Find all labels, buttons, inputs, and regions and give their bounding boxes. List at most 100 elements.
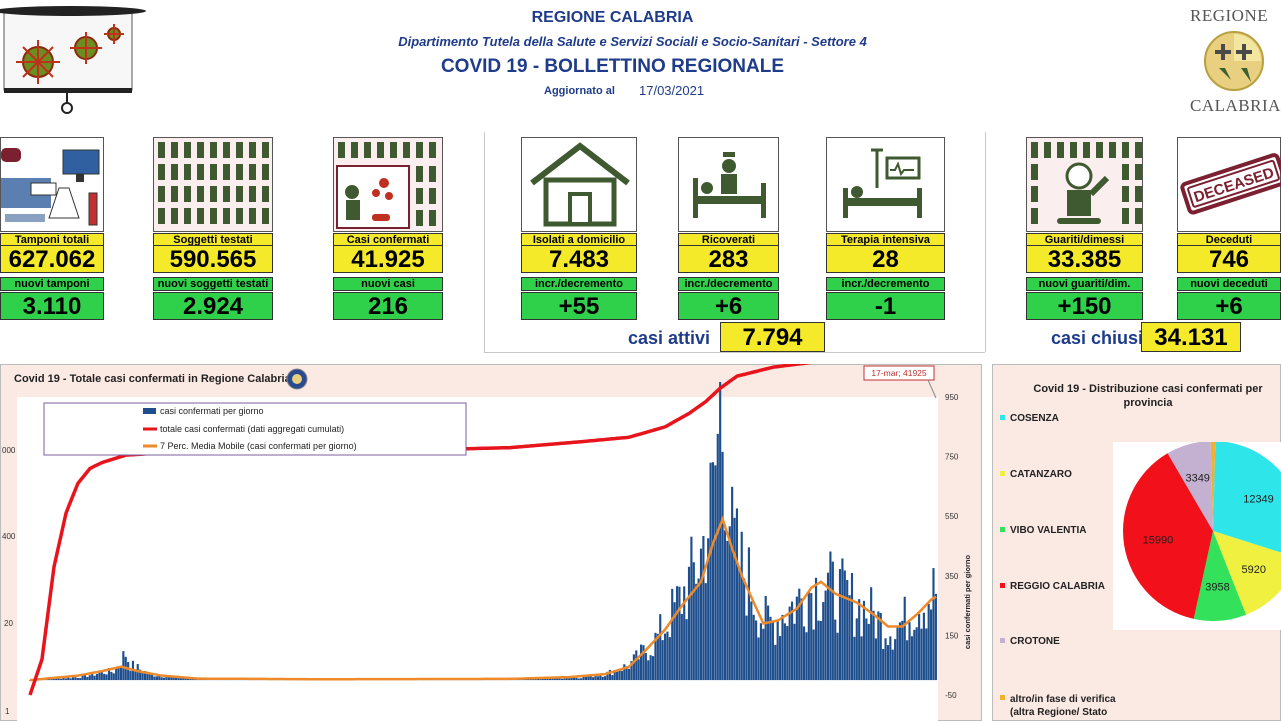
pie-slice — [1193, 531, 1247, 621]
daily-cases-bar — [807, 591, 810, 681]
daily-cases-bar — [850, 572, 854, 681]
daily-cases-bar — [836, 632, 839, 681]
daily-cases-bar — [699, 548, 703, 681]
daily-cases-bar — [604, 676, 607, 681]
daily-cases-bar — [143, 670, 147, 681]
casi-chiusi-value: 34.131 — [1141, 322, 1241, 352]
right-axis-tick: 750 — [945, 453, 959, 462]
daily-cases-bar — [563, 678, 566, 681]
daily-cases-bar — [824, 590, 827, 681]
daily-cases-bar — [577, 678, 580, 681]
cases-chart-title: Covid 19 - Totale casi confermati in Reg… — [14, 373, 291, 385]
daily-cases-bar — [551, 678, 554, 681]
legend-label-reggio: REGGIO CALABRIA — [1010, 581, 1105, 592]
daily-cases-bar — [141, 672, 144, 681]
daily-cases-bar — [721, 451, 724, 681]
daily-cases-bar — [908, 622, 911, 681]
daily-cases-bar — [903, 596, 906, 681]
daily-cases-bar — [606, 671, 609, 681]
daily-cases-bar — [57, 678, 60, 681]
daily-cases-bar — [755, 620, 758, 681]
daily-cases-bar — [790, 601, 794, 681]
daily-cases-bar — [898, 622, 902, 681]
pie-slice — [1213, 531, 1281, 615]
daily-cases-bar — [918, 613, 921, 681]
bulletin-title: COVID 19 - BOLLETTINO REGIONALE — [440, 56, 785, 77]
daily-cases-bar — [611, 675, 614, 681]
daily-cases-bar — [683, 586, 686, 681]
daily-cases-bar — [100, 671, 103, 681]
daily-cases-bar — [163, 677, 166, 681]
daily-cases-bar — [580, 678, 583, 681]
daily-cases-bar — [738, 569, 741, 681]
daily-cases-bar — [750, 601, 753, 681]
legend-label-cosenza: COSENZA — [1010, 413, 1059, 424]
daily-cases-bar — [107, 668, 111, 681]
daily-cases-bar — [616, 671, 619, 681]
daily-cases-bar — [637, 659, 640, 681]
left-axis-tick: 000 — [2, 446, 16, 455]
daily-cases-bar — [74, 677, 77, 681]
isolati-new-value: +55 — [521, 292, 637, 320]
daily-cases-bar — [179, 677, 182, 681]
pie-slice-label: 5920 — [1242, 564, 1266, 576]
daily-cases-bar — [783, 623, 786, 681]
daily-cases-bar — [632, 654, 635, 681]
infected-person-icon — [333, 137, 443, 232]
confermati-value: 41.925 — [333, 245, 443, 273]
daily-cases-bar — [151, 673, 154, 681]
daily-cases-bar — [788, 606, 791, 681]
soggetti-value: 590.565 — [153, 245, 273, 273]
tamponi-new-value: 3.110 — [0, 292, 104, 320]
daily-cases-bar — [548, 678, 552, 681]
daily-cases-bar — [733, 517, 736, 681]
logo-text-bottom: CALABRIA — [1190, 96, 1281, 115]
daily-cases-bar — [589, 674, 592, 681]
daily-cases-bar — [642, 645, 645, 681]
legend-label-altro: altro/in fase di verifica (altra Regione… — [1010, 694, 1116, 718]
daily-cases-bar — [817, 620, 820, 681]
guariti-value: 33.385 — [1026, 245, 1143, 273]
daily-cases-bar — [685, 619, 688, 681]
daily-cases-bar — [728, 526, 731, 681]
daily-cases-bar — [687, 566, 691, 681]
casi-chiusi-label: casi chiusi — [1051, 328, 1144, 348]
daily-cases-bar — [675, 586, 679, 681]
daily-cases-bar — [148, 672, 151, 681]
daily-cases-bar — [884, 638, 887, 681]
daily-cases-bar — [855, 618, 858, 681]
updated-label: Aggiornato al — [544, 85, 615, 97]
daily-cases-bar — [927, 603, 930, 681]
daily-cases-bar — [752, 614, 755, 681]
daily-cases-bar — [117, 666, 120, 681]
legend-bars-label: casi confermati per giorno — [160, 406, 264, 416]
daily-cases-bar — [695, 583, 698, 681]
daily-cases-bar — [690, 536, 693, 681]
daily-cases-bar — [848, 595, 851, 681]
daily-cases-bar — [91, 672, 94, 681]
section-divider — [484, 352, 985, 353]
icu-icon — [826, 137, 945, 232]
daily-cases-bar — [834, 619, 837, 681]
daily-cases-bar — [544, 678, 547, 681]
daily-cases-bar — [71, 677, 75, 681]
calabria-crest-icon — [1203, 28, 1265, 94]
daily-cases-bar — [870, 587, 873, 681]
daily-cases-bar — [601, 676, 604, 681]
legend-swatch-catanzaro — [1000, 471, 1005, 476]
daily-cases-bar — [771, 621, 774, 681]
daily-cases-bar — [651, 656, 655, 681]
casi-attivi-value: 7.794 — [720, 322, 825, 352]
daily-cases-bar — [678, 586, 681, 681]
daily-cases-bar — [560, 678, 564, 681]
chart-callout: 17-mar; 41925 — [871, 368, 927, 378]
terapia-new-label: incr./decremento — [826, 277, 945, 291]
section-divider — [484, 132, 485, 352]
daily-cases-bar — [644, 652, 647, 681]
daily-cases-bar — [119, 666, 123, 681]
daily-cases-bar — [160, 677, 163, 681]
daily-cases-bar — [673, 602, 676, 681]
daily-cases-bar — [158, 675, 161, 681]
daily-cases-bar — [879, 612, 882, 681]
daily-cases-bar — [639, 644, 643, 681]
